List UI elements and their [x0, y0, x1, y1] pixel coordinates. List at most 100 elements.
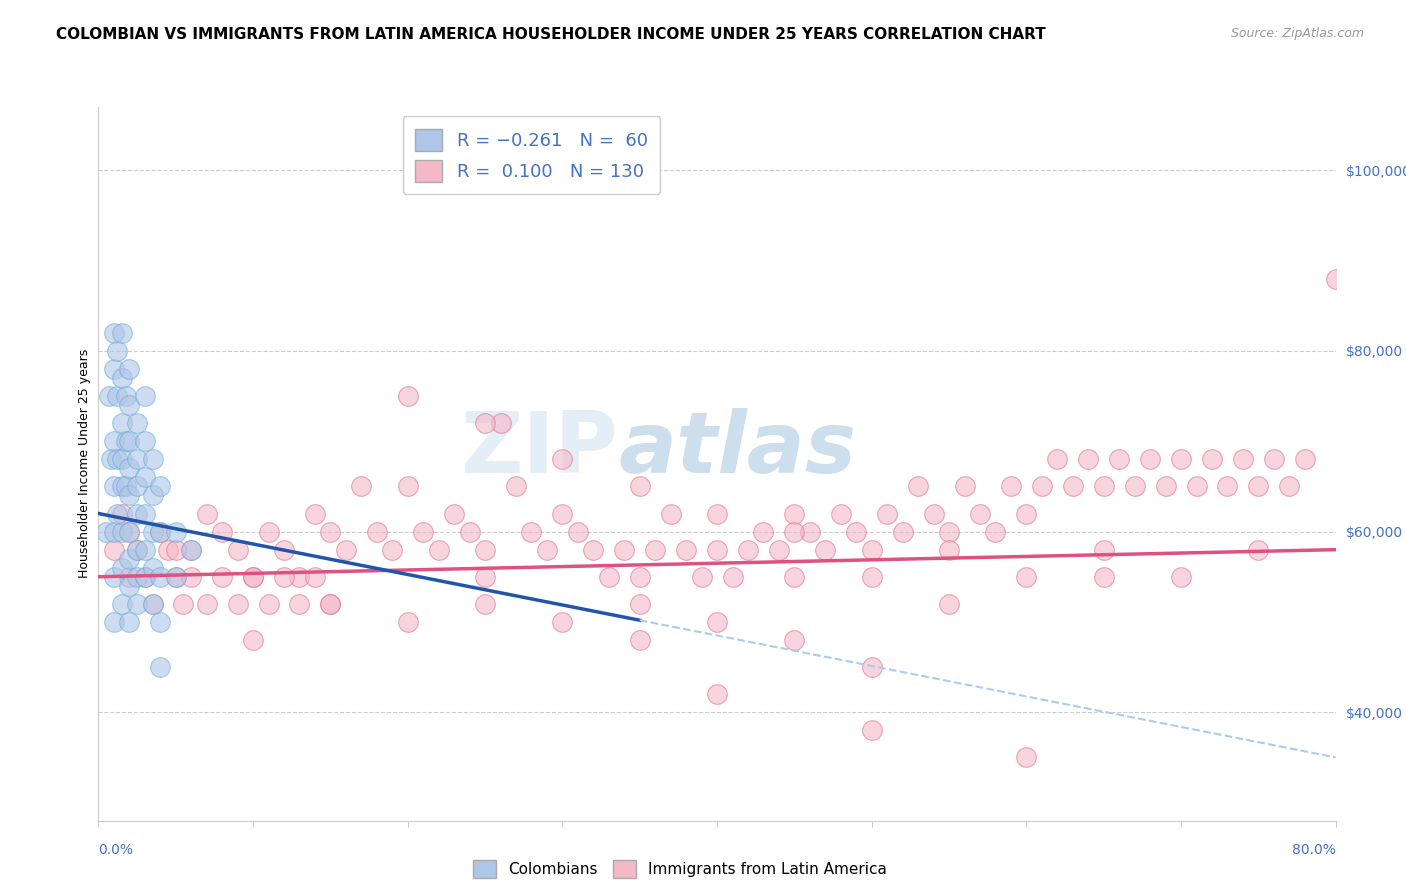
Point — [211, 570, 233, 584]
Point — [105, 507, 128, 521]
Point — [103, 524, 125, 539]
Point — [706, 507, 728, 521]
Point — [180, 570, 202, 584]
Point — [111, 452, 132, 467]
Point — [396, 479, 419, 493]
Point — [938, 597, 960, 611]
Point — [659, 507, 682, 521]
Point — [860, 660, 883, 674]
Point — [242, 632, 264, 647]
Point — [165, 542, 187, 557]
Point — [598, 570, 620, 584]
Point — [381, 542, 404, 557]
Point — [127, 570, 149, 584]
Point — [628, 479, 651, 493]
Point — [891, 524, 914, 539]
Point — [721, 570, 744, 584]
Point — [134, 542, 156, 557]
Point — [830, 507, 852, 521]
Point — [938, 542, 960, 557]
Point — [582, 542, 605, 557]
Point — [1247, 542, 1270, 557]
Point — [127, 542, 149, 557]
Point — [111, 371, 132, 385]
Point — [242, 570, 264, 584]
Point — [226, 597, 249, 611]
Point — [567, 524, 589, 539]
Point — [536, 542, 558, 557]
Point — [768, 542, 790, 557]
Point — [551, 452, 574, 467]
Point — [675, 542, 697, 557]
Y-axis label: Householder Income Under 25 years: Householder Income Under 25 years — [79, 349, 91, 579]
Point — [319, 524, 342, 539]
Point — [1092, 479, 1115, 493]
Point — [1154, 479, 1177, 493]
Text: 80.0%: 80.0% — [1292, 843, 1336, 857]
Point — [180, 542, 202, 557]
Point — [127, 416, 149, 430]
Point — [335, 542, 357, 557]
Point — [103, 434, 125, 449]
Point — [273, 570, 295, 584]
Point — [134, 470, 156, 484]
Point — [752, 524, 775, 539]
Text: 0.0%: 0.0% — [98, 843, 134, 857]
Point — [613, 542, 636, 557]
Point — [115, 389, 138, 403]
Point — [118, 398, 141, 412]
Point — [628, 570, 651, 584]
Point — [783, 524, 806, 539]
Point — [505, 479, 527, 493]
Point — [1123, 479, 1146, 493]
Point — [149, 524, 172, 539]
Point — [737, 542, 759, 557]
Point — [489, 416, 512, 430]
Point — [474, 542, 496, 557]
Point — [474, 416, 496, 430]
Point — [103, 362, 125, 376]
Point — [172, 597, 194, 611]
Point — [458, 524, 481, 539]
Point — [127, 597, 149, 611]
Point — [396, 615, 419, 629]
Point — [118, 434, 141, 449]
Point — [876, 507, 898, 521]
Point — [111, 479, 132, 493]
Point — [1015, 750, 1038, 764]
Point — [350, 479, 373, 493]
Point — [134, 434, 156, 449]
Point — [443, 507, 465, 521]
Point — [1232, 452, 1254, 467]
Point — [520, 524, 543, 539]
Point — [1015, 507, 1038, 521]
Point — [118, 570, 141, 584]
Point — [134, 570, 156, 584]
Point — [165, 570, 187, 584]
Point — [1108, 452, 1130, 467]
Point — [105, 452, 128, 467]
Point — [118, 488, 141, 502]
Point — [1031, 479, 1053, 493]
Point — [118, 551, 141, 566]
Point — [118, 579, 141, 593]
Point — [111, 597, 132, 611]
Point — [195, 597, 218, 611]
Point — [165, 570, 187, 584]
Point — [551, 507, 574, 521]
Point — [690, 570, 713, 584]
Point — [396, 389, 419, 403]
Point — [118, 524, 141, 539]
Point — [257, 597, 280, 611]
Point — [412, 524, 434, 539]
Point — [141, 524, 165, 539]
Point — [127, 507, 149, 521]
Point — [149, 660, 172, 674]
Point — [783, 507, 806, 521]
Point — [141, 560, 165, 574]
Point — [195, 507, 218, 521]
Point — [134, 570, 156, 584]
Point — [103, 479, 125, 493]
Point — [257, 524, 280, 539]
Point — [157, 542, 180, 557]
